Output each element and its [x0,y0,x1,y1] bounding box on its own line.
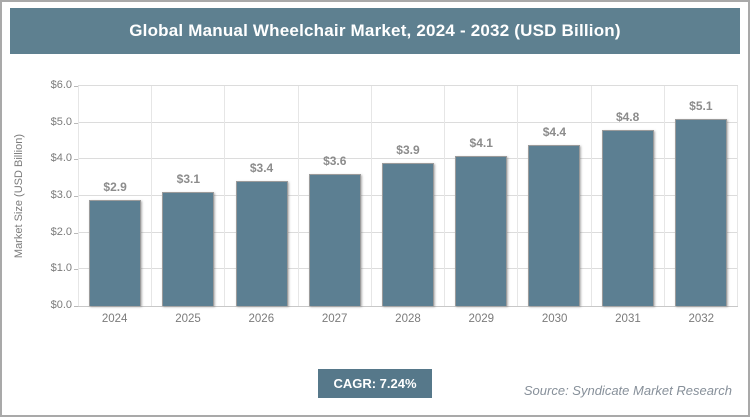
x-tick-label: 2029 [468,313,495,325]
category-column: $5.1 [663,86,738,306]
bar [601,130,654,306]
y-tick-label: $1.0 [50,262,72,275]
cagr-badge: CAGR: 7.24% [318,369,432,398]
y-tick-label: $6.0 [50,79,72,91]
bar [381,163,434,306]
x-axis-labels: 2024 2025 2026 2027 2028 2029 2030 2031 2032 [78,313,738,325]
chart-title: Global Manual Wheelchair Market, 2024 - … [129,21,621,40]
y-tick-mark [74,86,78,87]
category-column: $2.9 [78,86,151,306]
x-tick-label: 2026 [248,313,275,325]
bar [235,181,288,306]
category-column: $3.9 [370,86,444,306]
x-tick-label: 2028 [395,313,421,325]
y-tick-mark [74,122,78,124]
y-tick-mark [74,159,78,161]
bar [455,155,508,306]
x-tick-label: 2027 [321,313,348,325]
category-column: $4.8 [590,86,664,306]
category-column: $3.4 [224,86,297,306]
bar-value-label: $3.4 [249,161,274,176]
x-tick-label: 2031 [615,313,641,325]
x-tick-label: 2032 [688,313,715,325]
y-tick-mark [74,232,78,234]
y-tick-label: $2.0 [50,225,72,238]
category-column: $3.6 [297,86,371,306]
chart-title-bar: Global Manual Wheelchair Market, 2024 - … [10,8,740,54]
plot-area: $2.9 $3.1 $3.4 $3.6 $3.9 $4.1 $4.4 $4.8 $5.1 [78,85,738,307]
y-tick-mark [74,196,78,197]
cagr-badge-label: CAGR: 7.24% [333,376,417,391]
bar-value-label: $4.8 [615,110,640,124]
y-tick-label: $5.0 [50,115,72,128]
y-tick-label: $3.0 [50,189,72,201]
bar [308,174,361,306]
category-column: $3.1 [151,86,224,306]
y-tick-mark [74,269,78,271]
y-axis-ticks: $0.0 $1.0 $2.0 $3.0 $4.0 $5.0 $6.0 [2,2,78,415]
x-tick-label: 2025 [175,313,201,325]
bar-value-label: $4.4 [542,124,567,139]
bar-columns: $2.9 $3.1 $3.4 $3.6 $3.9 $4.1 $4.4 $4.8 $5.1 [78,86,738,306]
bar-value-label: $3.9 [396,143,420,157]
category-column: $4.4 [517,86,590,306]
x-tick-label: 2024 [101,313,128,325]
y-tick-label: $4.0 [50,152,72,165]
bar [89,199,142,306]
category-column: $4.1 [444,86,517,306]
gridline [78,158,738,160]
bar [528,144,581,306]
gridline [78,85,738,86]
x-tick-label: 2030 [541,313,568,325]
y-tick-label: $0.0 [50,299,72,311]
gridline [78,121,738,123]
source-credit: Source: Syndicate Market Research [523,383,732,398]
bar-value-label: $5.1 [689,99,713,113]
bar-value-label: $3.6 [323,154,347,168]
bar-value-label: $2.9 [103,179,127,194]
bar [674,119,727,306]
bar [162,192,215,306]
bar-value-label: $3.1 [176,172,200,187]
y-tick-mark [74,306,78,307]
bar-value-label: $4.1 [469,135,493,150]
